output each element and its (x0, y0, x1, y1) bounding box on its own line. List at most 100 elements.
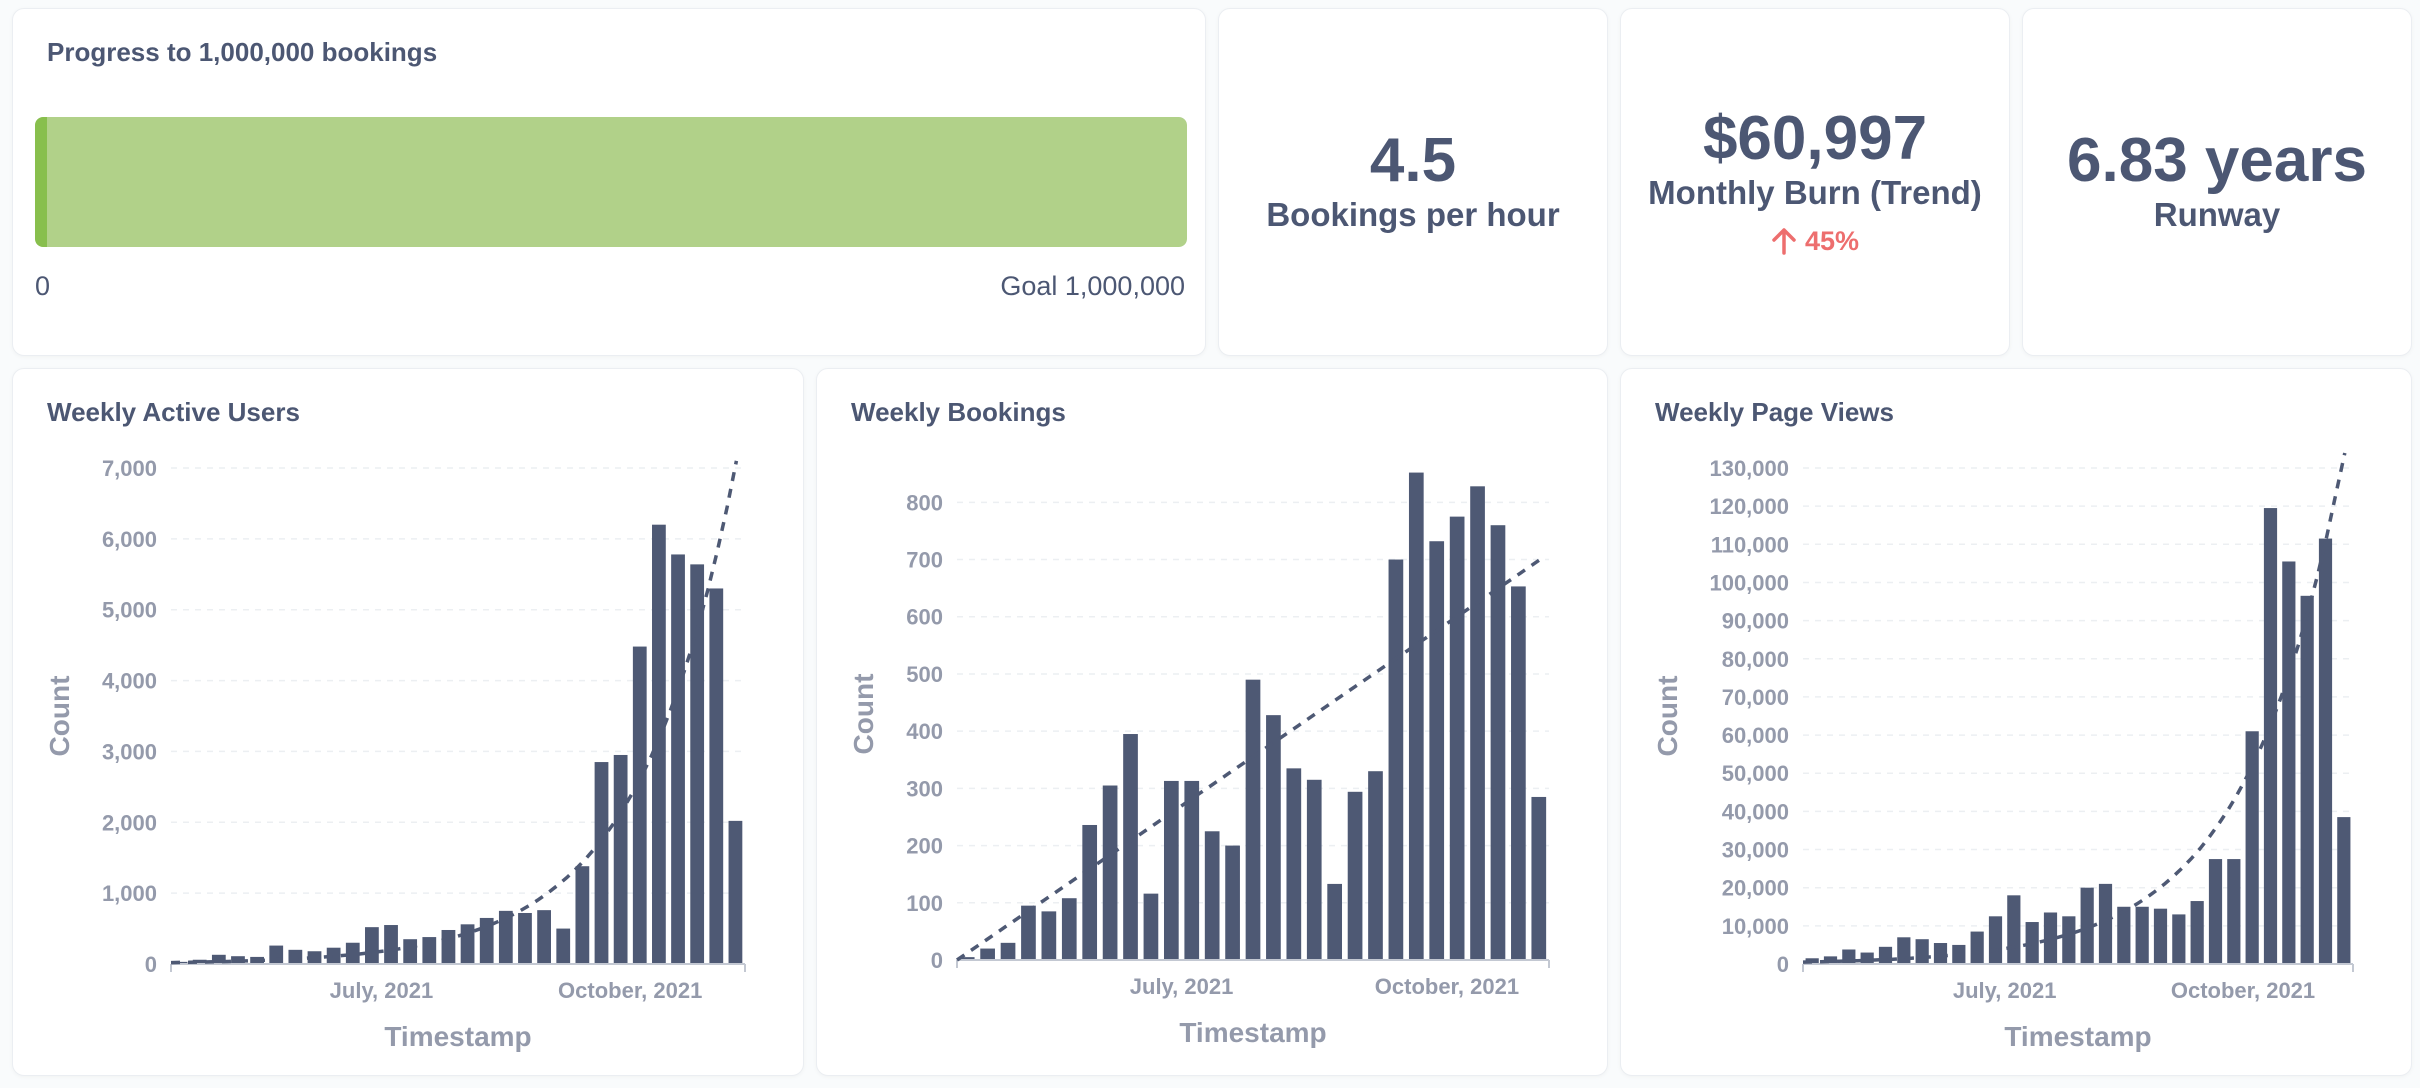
bar[interactable] (2208, 859, 2223, 964)
bar[interactable] (1266, 715, 1281, 960)
bar[interactable] (2172, 914, 2186, 964)
bar[interactable] (2227, 859, 2241, 964)
bar[interactable] (709, 588, 724, 964)
bar[interactable] (690, 564, 705, 964)
bar[interactable] (2245, 731, 2259, 964)
bar[interactable] (594, 762, 609, 964)
bar[interactable] (211, 954, 226, 964)
bar[interactable] (1021, 905, 1036, 960)
bar[interactable] (1082, 824, 1098, 960)
bar[interactable] (403, 939, 418, 964)
bar[interactable] (575, 866, 590, 964)
y-tick-label: 5,000 (102, 598, 157, 623)
bar[interactable] (173, 961, 188, 964)
bar[interactable] (365, 927, 379, 964)
bar[interactable] (959, 957, 975, 960)
bar[interactable] (1805, 958, 1819, 964)
bar[interactable] (1041, 911, 1057, 960)
bar[interactable] (1184, 780, 1200, 960)
bar[interactable] (288, 949, 303, 964)
monthly-burn-label: Monthly Burn (Trend) (1648, 173, 1982, 211)
progress-card[interactable]: Progress to 1,000,000 bookings 0 Goal 1,… (12, 8, 1206, 356)
bar[interactable] (1245, 679, 1261, 960)
bar[interactable] (2117, 906, 2131, 964)
bar[interactable] (671, 554, 685, 964)
progress-bar-edge (35, 117, 47, 247)
bar[interactable] (2282, 561, 2296, 964)
bar[interactable] (1347, 791, 1363, 960)
bar[interactable] (1368, 771, 1383, 960)
bar[interactable] (1449, 516, 1465, 960)
x-axis-label: Timestamp (384, 1021, 531, 1052)
bar[interactable] (632, 646, 647, 964)
bar[interactable] (1061, 898, 1077, 960)
weekly-bookings-chart: 0 100 200 300 400 500 600 700 800 July, 2021 Octob… (848, 472, 1550, 1048)
bar[interactable] (1123, 734, 1138, 960)
bar[interactable] (1204, 831, 1220, 960)
weekly-bookings-card[interactable]: Weekly Bookings 0 100 200 300 400 500 600 700 80… (816, 368, 1608, 1076)
bar[interactable] (2043, 912, 2058, 964)
bar[interactable] (460, 924, 475, 964)
bar[interactable] (1511, 586, 1526, 960)
y-tick-label: 10,000 (1722, 914, 1789, 939)
bar[interactable] (345, 942, 360, 964)
bar[interactable] (1878, 946, 1893, 964)
bar[interactable] (1143, 893, 1159, 960)
bar[interactable] (1933, 943, 1948, 964)
bar[interactable] (1470, 486, 1485, 960)
bookings-per-hour-card[interactable]: 4.5 Bookings per hour (1218, 8, 1608, 356)
monthly-burn-card[interactable]: $60,997 Monthly Burn (Trend) 45% (1620, 8, 2010, 356)
bar[interactable] (652, 524, 666, 964)
bar[interactable] (2025, 922, 2039, 964)
bar[interactable] (441, 929, 456, 964)
bar[interactable] (1163, 780, 1179, 960)
bar[interactable] (728, 820, 743, 964)
bar[interactable] (1988, 916, 2003, 964)
weekly-active-users-card[interactable]: Weekly Active Users 0 1,000 2,000 3,000 4,00… (12, 368, 804, 1076)
bar[interactable] (1225, 845, 1240, 960)
x-tick-label: July, 2021 (1130, 974, 1234, 999)
bar[interactable] (2062, 916, 2076, 964)
bar[interactable] (2300, 595, 2314, 964)
bar[interactable] (1408, 472, 1424, 960)
bar[interactable] (2337, 817, 2351, 964)
bar[interactable] (2318, 538, 2333, 964)
bar[interactable] (980, 948, 995, 960)
bar[interactable] (384, 925, 398, 964)
bar[interactable] (1490, 525, 1506, 960)
bar[interactable] (1286, 768, 1302, 960)
bar[interactable] (518, 912, 532, 964)
bar[interactable] (1429, 541, 1445, 960)
bar[interactable] (326, 947, 341, 964)
bar[interactable] (1327, 883, 1343, 960)
bar[interactable] (1388, 559, 1404, 960)
bar[interactable] (1306, 779, 1322, 960)
runway-card[interactable]: 6.83 years Runway (2022, 8, 2412, 356)
bar[interactable] (2135, 906, 2149, 964)
bar[interactable] (2153, 908, 2168, 964)
bar[interactable] (556, 928, 571, 964)
bar[interactable] (2263, 508, 2278, 964)
bar[interactable] (1970, 931, 1984, 964)
bar[interactable] (231, 956, 245, 964)
y-tick-label: 1,000 (102, 881, 157, 906)
bar[interactable] (2190, 901, 2204, 964)
bar[interactable] (613, 754, 628, 964)
bar[interactable] (1823, 956, 1838, 964)
bar[interactable] (1860, 952, 1874, 964)
weekly-page-views-card[interactable]: Weekly Page Views 0 10,000 20,000 30,000 40,… (1620, 368, 2412, 1076)
bar[interactable] (1102, 785, 1118, 960)
bar[interactable] (1915, 939, 1929, 964)
bar[interactable] (1531, 796, 1547, 960)
bar[interactable] (537, 910, 551, 964)
bar[interactable] (1000, 942, 1016, 960)
runway-value: 6.83 years (2067, 126, 2367, 195)
bar[interactable] (422, 937, 437, 964)
bar[interactable] (192, 959, 207, 964)
bar[interactable] (2007, 895, 2021, 964)
y-tick-label: 20,000 (1722, 876, 1789, 901)
bar[interactable] (2098, 883, 2113, 964)
progress-title: Progress to 1,000,000 bookings (47, 37, 438, 67)
bar[interactable] (498, 910, 513, 964)
bar[interactable] (2080, 887, 2094, 964)
